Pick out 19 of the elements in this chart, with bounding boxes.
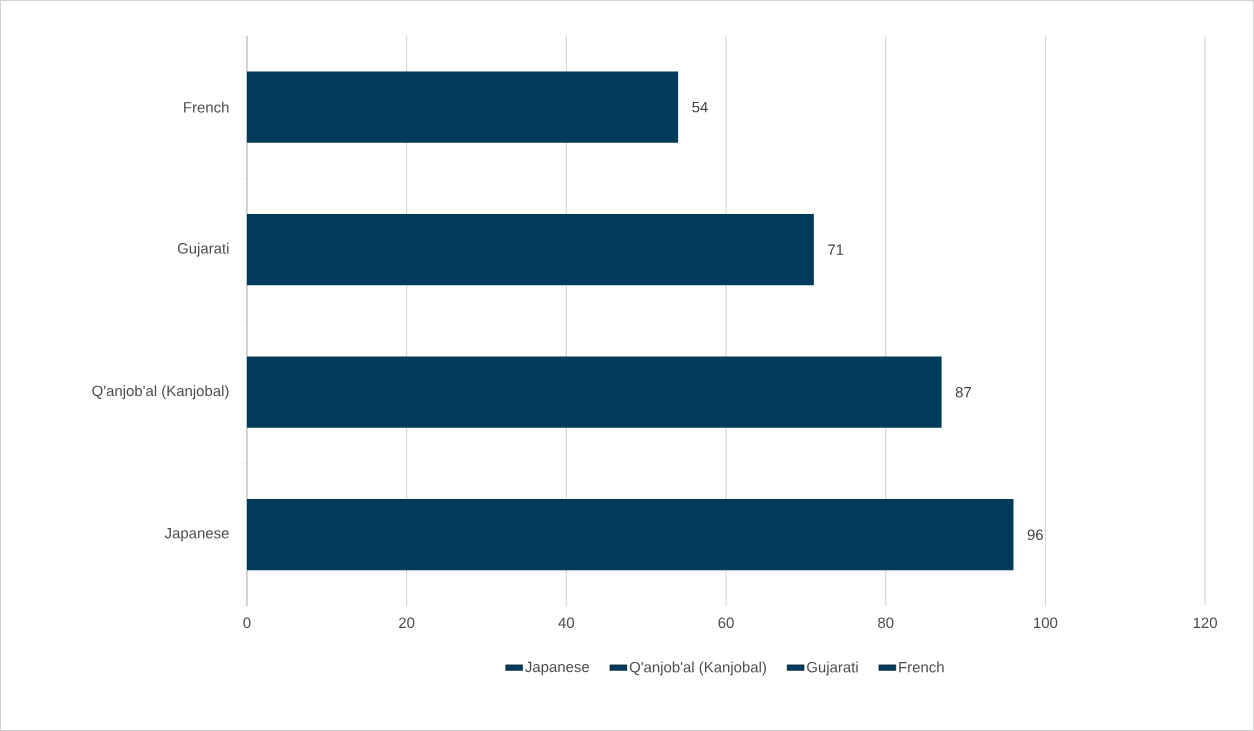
legend-label: Q'anjob'al (Kanjobal) <box>629 661 766 676</box>
x-tick-label: 100 <box>1034 617 1058 629</box>
y-tick-label: Japanese <box>164 528 229 542</box>
data-label: 96 <box>1027 529 1043 541</box>
legend-label: Gujarati <box>807 661 858 676</box>
x-tick-label: 0 <box>243 617 251 629</box>
legend-label: Japanese <box>525 661 590 676</box>
legend-label: French <box>899 661 944 673</box>
y-tick-label: French <box>184 101 229 113</box>
x-tick-label: 80 <box>878 617 894 629</box>
y-tick-label: Q'anjob'al (Kanjobal) <box>92 385 229 400</box>
y-tick-label: Gujarati <box>177 242 229 257</box>
x-tick-label: 20 <box>399 617 415 629</box>
data-label: 71 <box>828 244 844 255</box>
x-tick-label: 120 <box>1193 617 1217 629</box>
data-label: 87 <box>955 386 971 398</box>
x-tick-label: 60 <box>718 617 734 629</box>
data-label: 54 <box>692 102 708 113</box>
x-tick-label: 40 <box>558 617 575 629</box>
